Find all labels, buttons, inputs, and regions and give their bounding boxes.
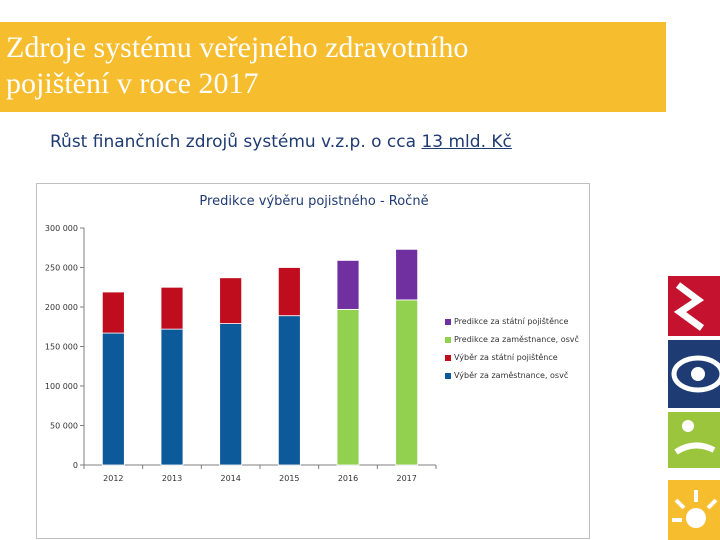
chart-title: Predikce výběru pojistného - Ročně xyxy=(199,194,429,209)
bar-segment xyxy=(160,328,184,466)
x-tick-label: 2014 xyxy=(220,474,240,483)
title-bar: Zdroje systému veřejného zdravotního poj… xyxy=(0,22,666,112)
legend-label: Predikce za zaměstnance, osvč xyxy=(454,335,579,344)
y-tick-label: 100 000 xyxy=(45,382,78,391)
bar-segment xyxy=(160,286,184,330)
y-tick-label: 150 000 xyxy=(45,343,78,352)
y-tick-label: 250 000 xyxy=(45,264,78,273)
sun-icon xyxy=(668,480,720,540)
chart-legend: Predikce za státní pojištěnce Predikce za… xyxy=(445,316,585,388)
legend-item: Výběr za zaměstnance, osvč xyxy=(445,370,585,381)
subtitle-amount: 13 mld. Kč xyxy=(421,132,512,152)
decorative-logo-strip xyxy=(668,0,720,540)
bar-segment xyxy=(277,315,301,466)
bar-segment xyxy=(101,291,125,334)
bar-segment xyxy=(395,299,419,466)
legend-label: Výběr za státní pojištěnce xyxy=(454,353,558,362)
x-tick-label: 2013 xyxy=(162,474,182,483)
legend-label: Výběr za zaměstnance, osvč xyxy=(454,371,569,380)
eye-icon xyxy=(668,340,720,408)
legend-item: Predikce za státní pojištěnce xyxy=(445,316,585,327)
legend-item: Výběr za státní pojištěnce xyxy=(445,352,585,363)
y-tick-label: 50 000 xyxy=(50,422,78,431)
x-tick-label: 2017 xyxy=(396,474,416,483)
slide-title: Zdroje systému veřejného zdravotního poj… xyxy=(6,31,469,100)
bar-segment xyxy=(277,267,301,317)
y-tick-label: 0 xyxy=(73,461,78,470)
x-tick-label: 2016 xyxy=(338,474,358,483)
bar-segment xyxy=(395,248,419,301)
green-figure-icon xyxy=(668,412,720,468)
bar-segment xyxy=(336,259,360,310)
bar-segment xyxy=(101,332,125,466)
legend-swatch xyxy=(445,372,451,379)
legend-swatch xyxy=(445,354,451,361)
red-figure-icon xyxy=(668,276,720,336)
bar-segment xyxy=(219,277,243,324)
chart-frame: Predikce výběru pojistného - Ročně xyxy=(36,183,590,539)
legend-swatch xyxy=(445,318,451,325)
subtitle-prefix: Růst finančních zdrojů systému v.z.p. o … xyxy=(50,132,422,152)
stacked-bar-chart: 0 50 000 100 000 150 000 200 000 250 000 300 0… xyxy=(45,224,437,483)
bar-segment xyxy=(219,323,243,466)
bar-segment xyxy=(336,308,360,466)
legend-label: Predikce za státní pojištěnce xyxy=(454,317,569,326)
x-tick-label: 2015 xyxy=(279,474,299,483)
y-tick-label: 200 000 xyxy=(45,303,78,312)
x-tick-label: 2012 xyxy=(103,474,123,483)
slide-subtitle: Růst finančních zdrojů systému v.z.p. o … xyxy=(50,132,512,152)
legend-swatch xyxy=(445,336,451,343)
y-tick-label: 300 000 xyxy=(45,224,78,233)
legend-item: Predikce za zaměstnance, osvč xyxy=(445,334,585,345)
